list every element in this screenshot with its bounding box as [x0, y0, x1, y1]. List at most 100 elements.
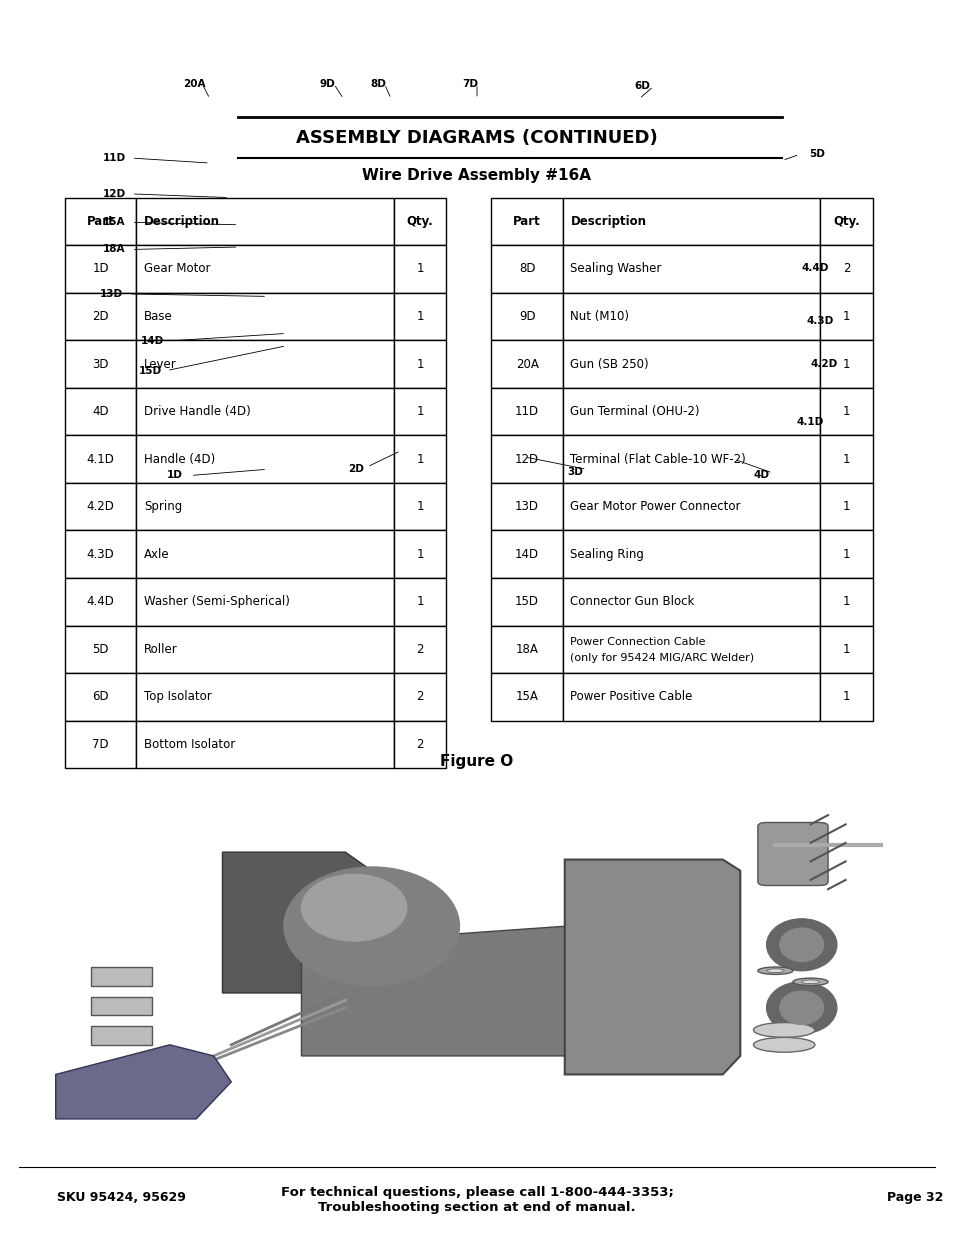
Text: 6D: 6D — [92, 690, 109, 704]
Ellipse shape — [766, 982, 836, 1034]
Text: 15A: 15A — [516, 690, 537, 704]
FancyBboxPatch shape — [65, 483, 136, 531]
Text: 18A: 18A — [103, 245, 126, 254]
FancyBboxPatch shape — [394, 245, 446, 293]
FancyBboxPatch shape — [65, 341, 136, 388]
Text: Qty.: Qty. — [832, 215, 860, 228]
Text: 4.3D: 4.3D — [805, 316, 833, 326]
Ellipse shape — [801, 981, 819, 983]
Text: 4.1D: 4.1D — [87, 452, 114, 466]
Text: 1: 1 — [416, 357, 423, 370]
Text: Top Isolator: Top Isolator — [144, 690, 212, 704]
FancyBboxPatch shape — [562, 245, 820, 293]
FancyBboxPatch shape — [394, 626, 446, 673]
Ellipse shape — [766, 919, 836, 971]
Text: 6D: 6D — [634, 82, 650, 91]
Bar — [91, 1026, 152, 1045]
Text: 1: 1 — [842, 357, 849, 370]
Text: Nut (M10): Nut (M10) — [570, 310, 629, 324]
Text: 1: 1 — [842, 310, 849, 324]
Text: 18A: 18A — [516, 642, 537, 656]
Text: Wire Drive Assembly #16A: Wire Drive Assembly #16A — [362, 168, 591, 183]
FancyBboxPatch shape — [65, 198, 136, 245]
Text: 1: 1 — [416, 310, 423, 324]
Text: 13D: 13D — [515, 500, 538, 514]
Text: 14D: 14D — [515, 547, 538, 561]
Text: 13D: 13D — [100, 289, 123, 299]
Text: 1: 1 — [842, 642, 849, 656]
Text: 3D: 3D — [567, 467, 583, 477]
FancyBboxPatch shape — [136, 293, 394, 340]
Text: 4.4D: 4.4D — [87, 595, 114, 609]
FancyBboxPatch shape — [394, 388, 446, 436]
Text: 1: 1 — [416, 500, 423, 514]
Ellipse shape — [779, 990, 822, 1025]
FancyBboxPatch shape — [136, 721, 394, 768]
Text: 1: 1 — [842, 595, 849, 609]
Text: 1: 1 — [416, 595, 423, 609]
Text: Gear Motor: Gear Motor — [144, 262, 211, 275]
FancyBboxPatch shape — [820, 388, 872, 436]
FancyBboxPatch shape — [491, 198, 562, 245]
Polygon shape — [564, 860, 740, 1074]
FancyBboxPatch shape — [65, 436, 136, 483]
Polygon shape — [222, 852, 372, 993]
FancyBboxPatch shape — [394, 578, 446, 625]
FancyBboxPatch shape — [136, 341, 394, 388]
Text: Figure O: Figure O — [440, 755, 513, 769]
Text: 2: 2 — [416, 642, 423, 656]
FancyBboxPatch shape — [394, 673, 446, 721]
FancyBboxPatch shape — [491, 388, 562, 436]
FancyBboxPatch shape — [394, 531, 446, 578]
Text: Axle: Axle — [144, 547, 170, 561]
Text: 5D: 5D — [808, 149, 824, 159]
FancyBboxPatch shape — [491, 626, 562, 673]
Text: Connector Gun Block: Connector Gun Block — [570, 595, 694, 609]
Text: 20A: 20A — [516, 357, 537, 370]
FancyBboxPatch shape — [757, 823, 827, 885]
Text: 2D: 2D — [348, 464, 364, 474]
Text: (only for 95424 MIG/ARC Welder): (only for 95424 MIG/ARC Welder) — [570, 653, 754, 663]
Text: For technical questions, please call 1-800-444-3353;
Troubleshooting section at : For technical questions, please call 1-8… — [280, 1187, 673, 1214]
FancyBboxPatch shape — [65, 388, 136, 436]
FancyBboxPatch shape — [820, 673, 872, 721]
Polygon shape — [301, 919, 722, 1056]
Text: 11D: 11D — [515, 405, 538, 419]
Text: Power Connection Cable: Power Connection Cable — [570, 637, 705, 647]
Text: Washer (Semi-Spherical): Washer (Semi-Spherical) — [144, 595, 290, 609]
FancyBboxPatch shape — [491, 578, 562, 625]
FancyBboxPatch shape — [820, 341, 872, 388]
FancyBboxPatch shape — [491, 245, 562, 293]
FancyBboxPatch shape — [65, 721, 136, 768]
Text: 20A: 20A — [183, 79, 206, 89]
Text: 1: 1 — [842, 500, 849, 514]
FancyBboxPatch shape — [65, 245, 136, 293]
FancyBboxPatch shape — [820, 198, 872, 245]
Text: Roller: Roller — [144, 642, 177, 656]
FancyBboxPatch shape — [562, 341, 820, 388]
Text: 15D: 15D — [515, 595, 538, 609]
Text: 12D: 12D — [103, 189, 126, 199]
Text: Power Positive Cable: Power Positive Cable — [570, 690, 692, 704]
FancyBboxPatch shape — [491, 531, 562, 578]
Bar — [91, 967, 152, 986]
Text: Gear Motor Power Connector: Gear Motor Power Connector — [570, 500, 740, 514]
FancyBboxPatch shape — [136, 483, 394, 531]
FancyBboxPatch shape — [562, 388, 820, 436]
Ellipse shape — [779, 929, 822, 961]
Text: 15D: 15D — [138, 366, 161, 375]
Text: Description: Description — [570, 215, 646, 228]
FancyBboxPatch shape — [136, 673, 394, 721]
FancyBboxPatch shape — [491, 436, 562, 483]
Text: Sealing Ring: Sealing Ring — [570, 547, 643, 561]
FancyBboxPatch shape — [136, 436, 394, 483]
Text: Drive Handle (4D): Drive Handle (4D) — [144, 405, 251, 419]
FancyBboxPatch shape — [562, 436, 820, 483]
Text: 4.2D: 4.2D — [87, 500, 114, 514]
Text: Spring: Spring — [144, 500, 182, 514]
FancyBboxPatch shape — [394, 341, 446, 388]
Ellipse shape — [792, 978, 827, 986]
Text: 1: 1 — [416, 262, 423, 275]
Text: Part: Part — [87, 215, 114, 228]
FancyBboxPatch shape — [562, 293, 820, 340]
